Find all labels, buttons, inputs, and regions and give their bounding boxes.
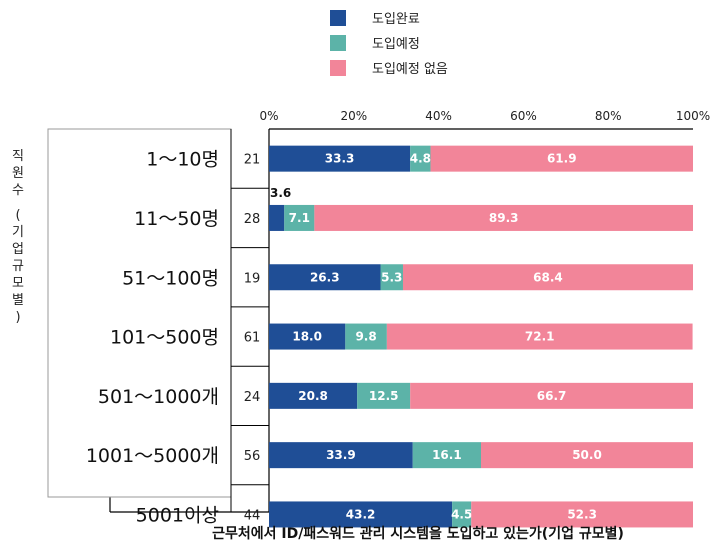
category-label: 501〜1000개 bbox=[98, 386, 219, 408]
bar-segment bbox=[430, 145, 693, 172]
y-axis-title-char: 수 bbox=[12, 183, 24, 198]
data-label: 18.0 bbox=[292, 330, 322, 344]
legend-swatch bbox=[330, 10, 346, 26]
category-label: 101〜500명 bbox=[110, 327, 219, 349]
bar-segment bbox=[412, 442, 481, 469]
sample-size-label: 44 bbox=[244, 508, 261, 523]
data-label: 5.3 bbox=[381, 270, 402, 284]
category-box bbox=[47, 128, 232, 498]
chart-frame bbox=[47, 128, 693, 513]
y-axis-title-char: ) bbox=[15, 310, 20, 325]
y-axis-title-char: 업 bbox=[12, 242, 24, 257]
data-label: 89.3 bbox=[489, 211, 519, 225]
sample-size-labels: 21 28 19 61 24 56 44 bbox=[244, 153, 261, 524]
data-label: 72.1 bbox=[525, 330, 555, 344]
data-label: 20.8 bbox=[298, 389, 328, 403]
bar-segment bbox=[410, 145, 431, 172]
data-label: 50.0 bbox=[572, 448, 602, 462]
x-tick-label: 40% bbox=[425, 109, 452, 123]
x-axis-title: 근무처에서 ID/패스워드 관리 시스템을 도입하고 있는가(기업 규모별) bbox=[212, 525, 624, 542]
bar-segment bbox=[269, 264, 381, 291]
y-axis-title-char: 기 bbox=[12, 225, 24, 240]
data-label: 3.6 bbox=[270, 186, 291, 200]
x-tick-label: 20% bbox=[340, 109, 367, 123]
bars: 33.3 4.8 61.9 3.6 7.1 89.3 26.3 5.3 68.4 18.0 9.8 7… bbox=[269, 145, 693, 528]
category-label: 51〜100명 bbox=[122, 267, 219, 289]
bar-segment bbox=[357, 382, 411, 409]
category-label: 1001〜5000개 bbox=[86, 445, 219, 467]
bar-segment bbox=[284, 204, 315, 231]
legend-swatch bbox=[330, 60, 346, 76]
data-label: 9.8 bbox=[355, 330, 376, 344]
bar-segment bbox=[269, 442, 413, 469]
x-tick-label: 0% bbox=[259, 109, 278, 123]
category-labels: 1〜10명 11〜50명 51〜100명 101〜500명 501〜1000개 1001〜… bbox=[86, 149, 219, 527]
bar-segment bbox=[410, 382, 693, 409]
data-label: 16.1 bbox=[432, 448, 462, 462]
legend-swatch bbox=[330, 35, 346, 51]
y-axis-title-char: 별 bbox=[12, 293, 24, 308]
bar-segment bbox=[402, 264, 693, 291]
category-label: 11〜50명 bbox=[134, 208, 219, 230]
data-label: 12.5 bbox=[369, 389, 399, 403]
bar-segment bbox=[314, 204, 693, 231]
x-axis-ticks: 0% 20% 40% 60% 80% 100% bbox=[259, 109, 710, 123]
sample-size-label: 19 bbox=[244, 271, 261, 286]
data-label: 4.8 bbox=[410, 152, 431, 166]
data-label: 66.7 bbox=[537, 389, 567, 403]
category-label: 1〜10명 bbox=[146, 149, 219, 171]
x-tick-label: 100% bbox=[676, 109, 710, 123]
bar-segment bbox=[345, 323, 387, 350]
data-label: 43.2 bbox=[346, 507, 376, 521]
data-label: 7.1 bbox=[289, 211, 310, 225]
data-label: 61.9 bbox=[547, 152, 577, 166]
data-label: 33.3 bbox=[325, 152, 355, 166]
legend-label: 도입예정 없음 bbox=[372, 62, 448, 77]
bar-segment bbox=[269, 204, 285, 231]
data-label: 52.3 bbox=[567, 507, 597, 521]
y-axis-title-char: 규 bbox=[12, 259, 24, 274]
y-axis-title-char: 모 bbox=[12, 276, 24, 291]
data-label: 26.3 bbox=[310, 270, 340, 284]
sample-size-label: 21 bbox=[244, 153, 261, 168]
y-axis-title-char: 직 bbox=[12, 149, 24, 164]
bar-segment bbox=[269, 145, 411, 172]
bar-segment bbox=[269, 382, 358, 409]
bar-segment bbox=[452, 501, 472, 528]
sample-size-label: 28 bbox=[244, 212, 261, 227]
legend-label: 도입완료 bbox=[372, 12, 420, 27]
data-label: 68.4 bbox=[533, 270, 563, 284]
sample-size-label: 61 bbox=[244, 331, 261, 346]
data-label: 33.9 bbox=[326, 448, 356, 462]
legend-label: 도입예정 bbox=[372, 37, 420, 52]
x-tick-label: 60% bbox=[510, 109, 537, 123]
data-label: 4.5 bbox=[451, 507, 472, 521]
x-tick-label: 80% bbox=[595, 109, 622, 123]
category-label: 5001이상 bbox=[136, 504, 219, 526]
sample-size-label: 24 bbox=[244, 390, 261, 405]
y-axis-title-char: ( bbox=[15, 208, 20, 223]
bar-segment bbox=[481, 442, 693, 469]
sample-size-label: 56 bbox=[244, 449, 261, 464]
bar-segment bbox=[386, 323, 693, 350]
y-axis-title-char: 원 bbox=[12, 166, 24, 181]
bar-segment bbox=[269, 501, 453, 528]
bar-segment bbox=[380, 264, 403, 291]
bar-segment bbox=[269, 323, 346, 350]
bar-segment bbox=[471, 501, 693, 528]
